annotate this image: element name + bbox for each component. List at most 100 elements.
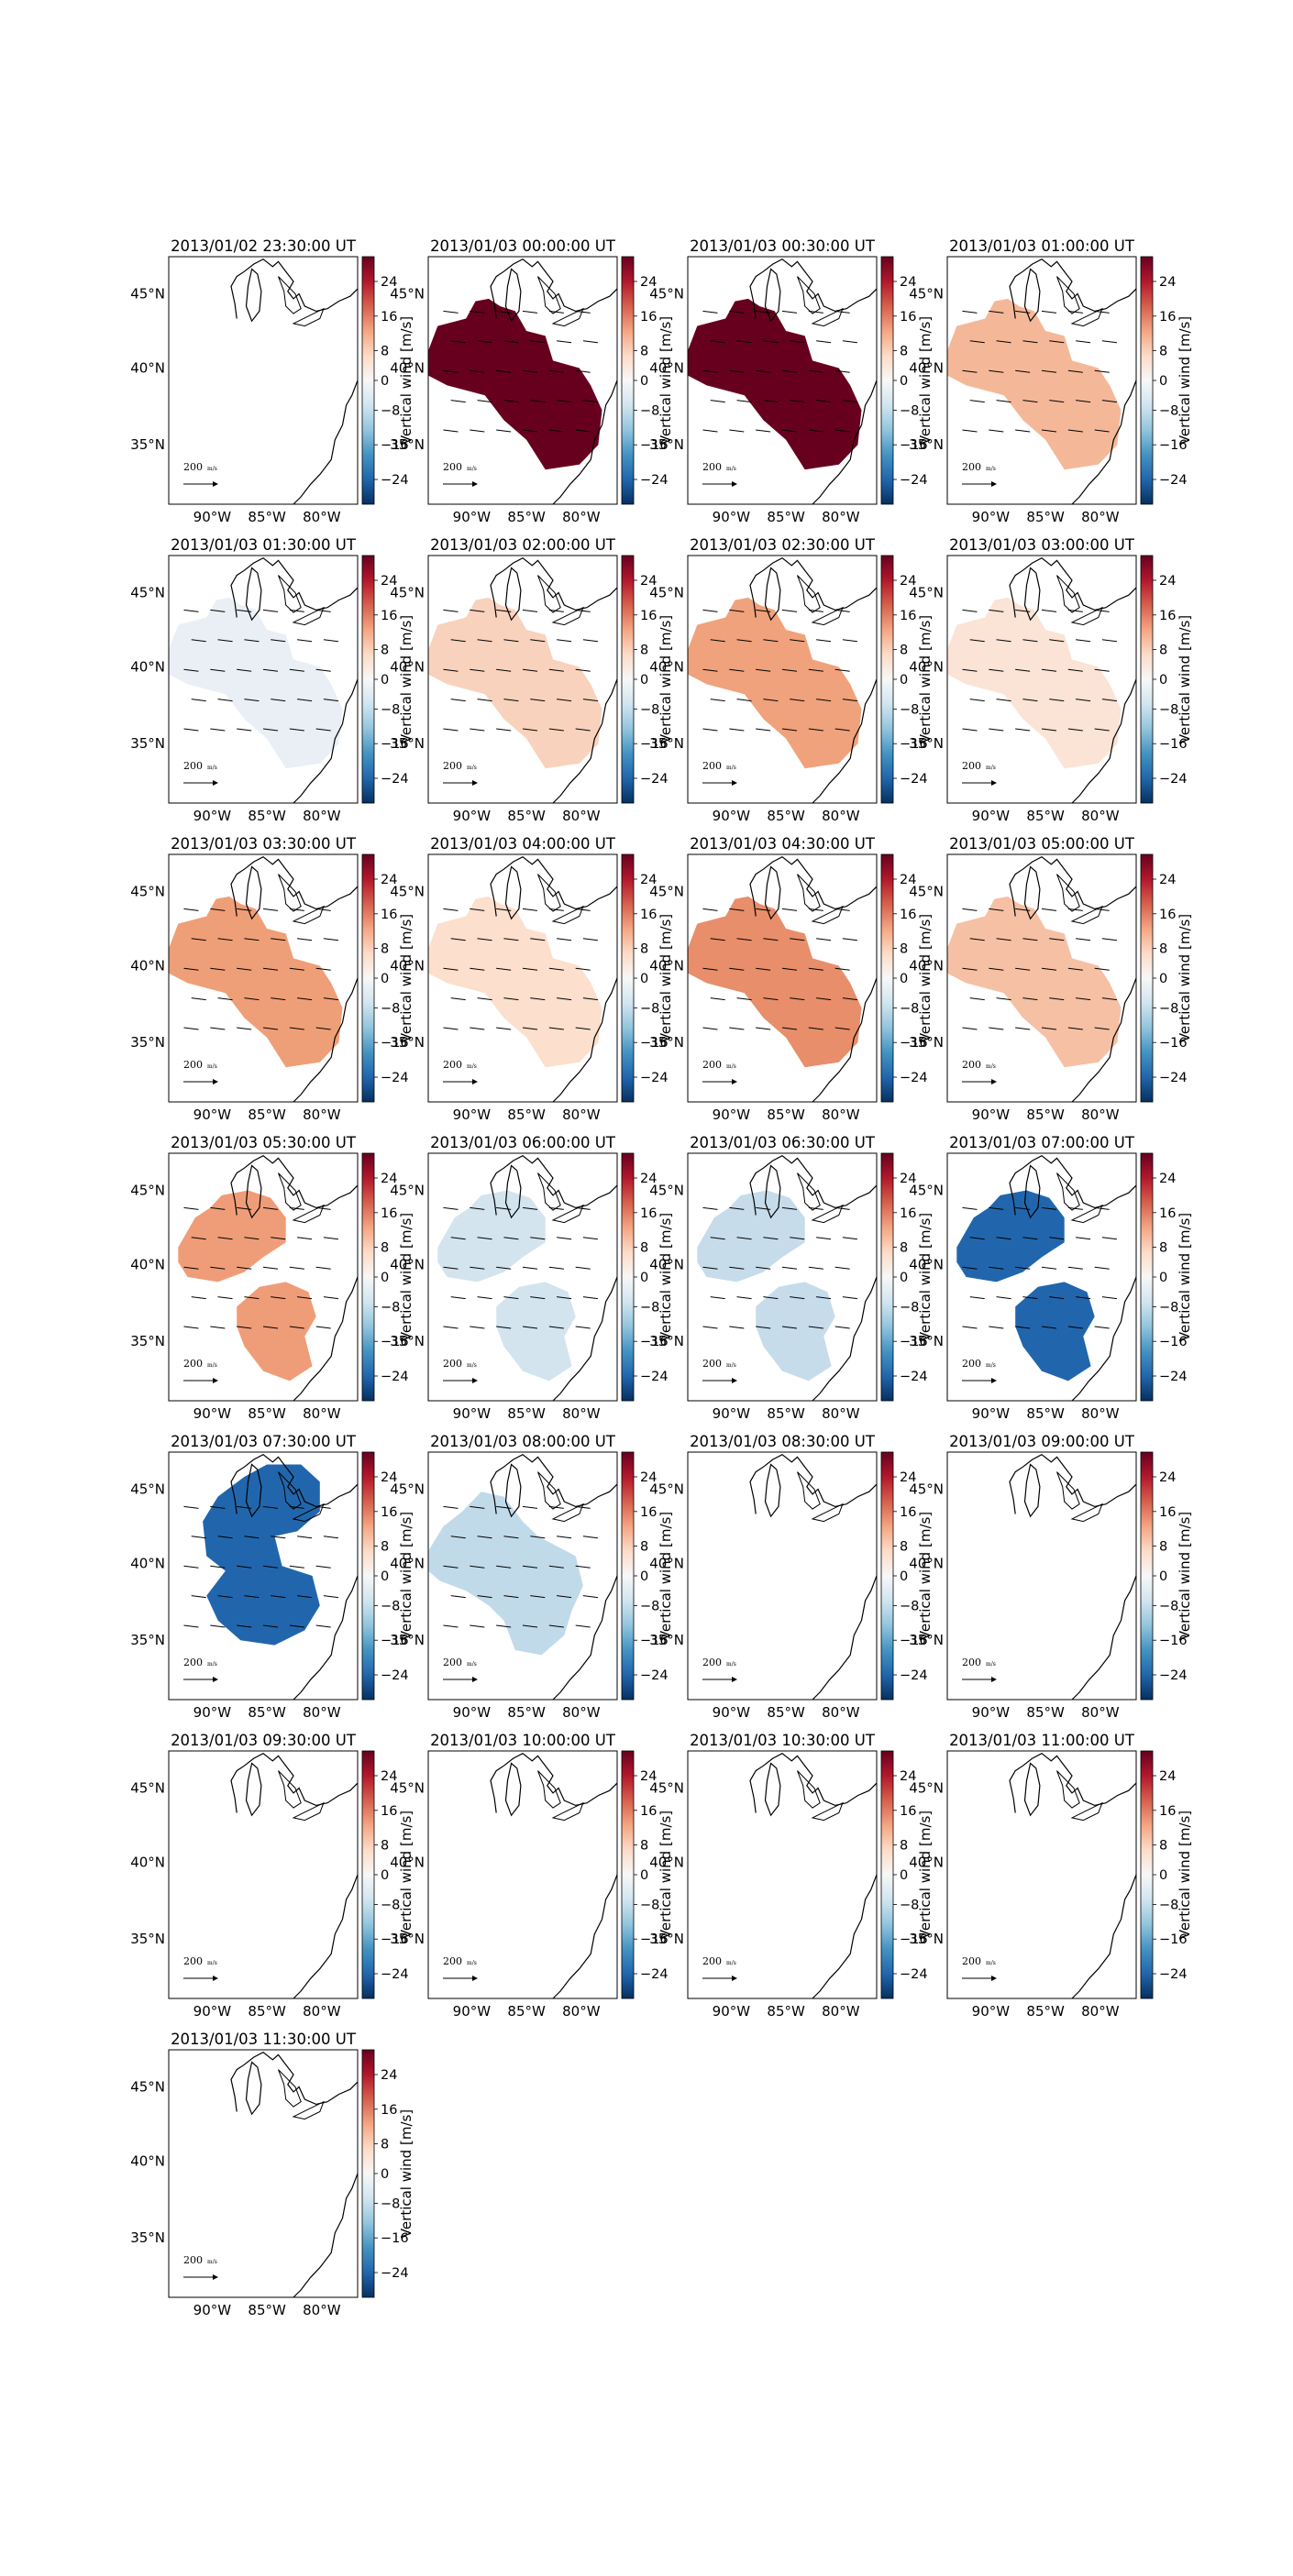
latitude-label: 45°N: [130, 286, 165, 303]
lake-outline: [797, 1172, 821, 1211]
wind-vector: [443, 429, 459, 433]
coastline: [812, 1276, 877, 1401]
latitude-label: 45°N: [909, 1481, 944, 1498]
colorbar-tick-label: 8: [381, 2138, 389, 2152]
latitude-label: 45°N: [649, 286, 684, 303]
coastline: [812, 1575, 877, 1700]
wind-vector: [237, 609, 252, 612]
longitude-label: 85°W: [507, 1106, 546, 1123]
wind-vector: [477, 997, 492, 1001]
longitude-label: 80°W: [822, 509, 860, 525]
wind-vector: [989, 609, 1004, 612]
reference-vector-unit: m/s: [726, 765, 736, 771]
colorbar-tick-label: −16: [640, 737, 669, 752]
reference-vector-unit: m/s: [986, 1661, 996, 1668]
colorbar-tick-label: 24: [1159, 275, 1176, 290]
wind-vector: [763, 1296, 779, 1300]
wind-vector: [989, 1266, 1004, 1270]
wind-vector: [530, 400, 546, 403]
wind-vector: [1067, 908, 1083, 911]
lake-outline: [537, 874, 561, 912]
wind-vector: [756, 1027, 771, 1030]
wind-vector: [834, 369, 850, 373]
axes-frame: [687, 256, 878, 505]
lake-outline: [1070, 1503, 1103, 1523]
lake-outline: [245, 1463, 262, 1518]
wind-vector: [183, 967, 199, 971]
wind-vector: [210, 1266, 226, 1270]
wind-vector: [548, 1027, 564, 1030]
wind-vector: [1067, 1027, 1083, 1030]
wind-vector: [582, 938, 598, 941]
wind-vector: [450, 699, 466, 702]
lake-outline: [811, 1204, 844, 1224]
latitude-label: 45°N: [130, 1780, 165, 1797]
colorbar-tick-label: −24: [640, 1370, 669, 1384]
longitude-label: 85°W: [507, 2003, 546, 2020]
wind-vector: [736, 340, 752, 344]
wind-vector: [470, 369, 485, 373]
reference-vector-head: [472, 481, 478, 487]
wind-vector: [729, 429, 745, 433]
wind-vector: [237, 1027, 252, 1030]
longitude-label: 90°W: [453, 1405, 492, 1422]
wind-vector: [315, 1624, 331, 1628]
longitude-label: 90°W: [972, 1106, 1011, 1123]
longitude-label: 80°W: [822, 1405, 860, 1422]
longitude-label: 90°W: [713, 808, 751, 824]
colorbar-label: Vertical wind [m/s]: [398, 1512, 414, 1640]
wind-vector: [548, 1565, 564, 1569]
wind-vector: [262, 1326, 279, 1329]
colorbar-tick-label: −16: [640, 1932, 669, 1947]
wind-vector: [1067, 609, 1083, 612]
colorbar-label: Vertical wind [m/s]: [398, 1213, 414, 1341]
longitude-label: 85°W: [767, 509, 805, 525]
wind-vector: [262, 609, 279, 612]
axes-frame: [946, 555, 1137, 804]
coastline: [812, 977, 877, 1102]
wind-vector: [522, 668, 538, 672]
wind-vector: [217, 1595, 233, 1599]
coastline: [293, 1575, 358, 1700]
wind-vector: [210, 1565, 226, 1569]
map-panel: 2013/01/03 09:00:00 UT 200 m/s 45°N 40°N 35°N…: [909, 1433, 1193, 1721]
wind-vector: [1067, 1266, 1083, 1270]
wind-vector: [1101, 400, 1117, 403]
wind-vector: [450, 400, 466, 403]
longitude-label: 90°W: [193, 2302, 232, 2318]
wind-vector: [1101, 997, 1117, 1001]
colorbar-tick-label: 16: [1159, 310, 1176, 325]
colorbar-label: Vertical wind [m/s]: [917, 1811, 934, 1939]
wind-vector: [191, 699, 206, 702]
coastline: [230, 258, 358, 319]
panel-title: 2013/01/02 23:30:00 UT: [171, 237, 357, 255]
axes-frame: [427, 1750, 618, 1999]
wind-vector: [808, 310, 823, 314]
wind-vector: [271, 1595, 286, 1599]
wind-vector: [530, 340, 546, 344]
reference-vector-label: 200: [702, 1955, 722, 1967]
wind-vector: [962, 429, 978, 433]
colorbar-tick-label: 24: [1159, 1172, 1176, 1186]
wind-vector: [575, 1206, 591, 1210]
wind-vector: [729, 1266, 745, 1270]
lake-outline: [292, 1204, 325, 1224]
wind-vector: [808, 429, 823, 433]
wind-vector: [582, 1595, 598, 1599]
lake-outline: [292, 2100, 325, 2120]
colorbar-tick-label: −16: [640, 1335, 669, 1349]
map-panel: 2013/01/03 02:00:00 UT 200 m/s 45°N 40°N 35°N…: [390, 536, 674, 824]
wind-vector: [548, 310, 564, 314]
wind-vector: [289, 967, 304, 971]
wind-region: [428, 896, 602, 1068]
coastline: [293, 977, 358, 1102]
wind-vector: [530, 1536, 546, 1539]
longitude-label: 90°W: [972, 2003, 1011, 2020]
reference-vector-label: 200: [183, 461, 203, 473]
colorbar-tick-label: 24: [1159, 1769, 1176, 1784]
wind-vector: [781, 1266, 798, 1270]
wind-vector: [989, 1206, 1004, 1210]
colorbar-tick-label: 24: [900, 1470, 916, 1485]
wind-vector: [297, 699, 313, 702]
colorbar: [1140, 1451, 1154, 1701]
